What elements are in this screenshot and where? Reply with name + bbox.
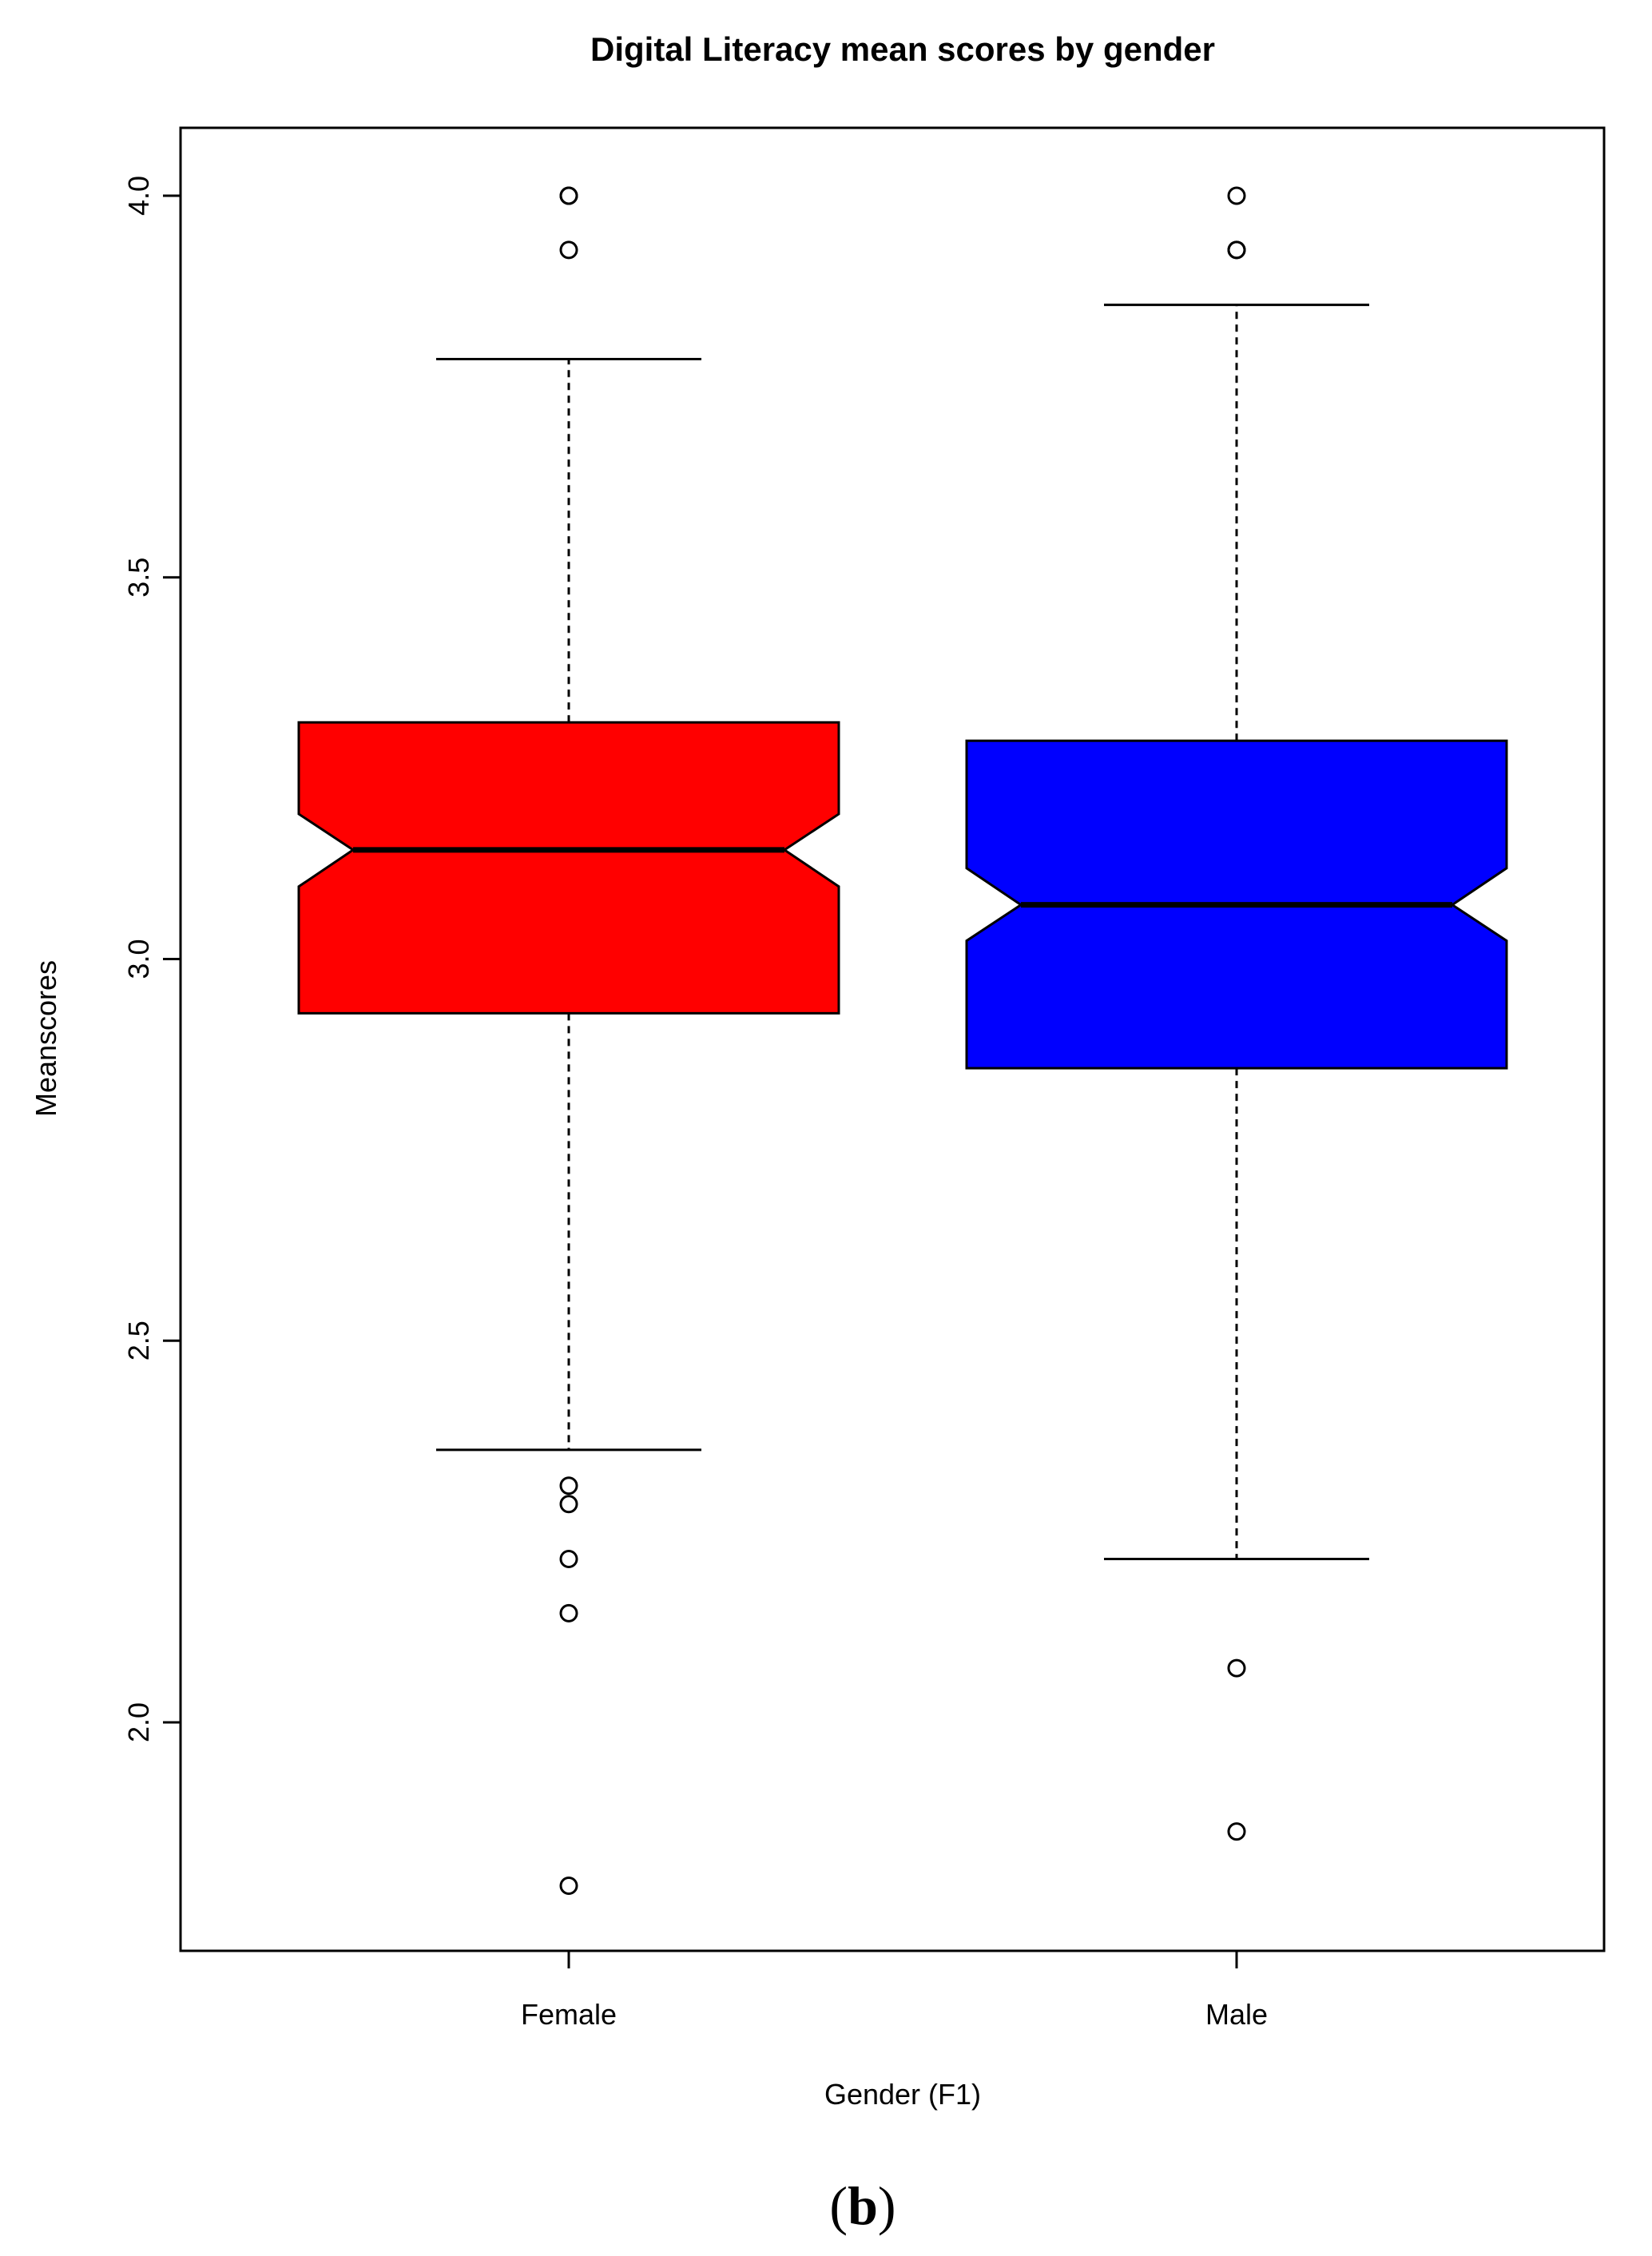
x-tick-label: Female (521, 1998, 617, 2031)
panel-label-open: ( (829, 2175, 848, 2236)
outlier-point (559, 1476, 578, 1495)
outlier-point (559, 1603, 578, 1622)
outlier-point (1227, 1658, 1246, 1678)
panel-label-letter: b (848, 2175, 878, 2236)
outlier-point (559, 1876, 578, 1895)
x-tick-label: Male (1205, 1998, 1268, 2031)
outlier-point (559, 1495, 578, 1514)
x-axis: Female Male (521, 1951, 1268, 2031)
panel-label: (b) (829, 2175, 895, 2236)
y-tick-label: 2.5 (122, 1321, 155, 1360)
x-axis-title: Gender (F1) (824, 2078, 981, 2111)
box-group (965, 186, 1508, 1841)
y-tick-label: 3.0 (122, 939, 155, 979)
outlier-point (1227, 240, 1246, 260)
outlier-point (1227, 186, 1246, 205)
y-tick-label: 4.0 (122, 176, 155, 216)
y-axis-title: Meanscores (30, 960, 62, 1117)
y-tick-label: 2.0 (122, 1702, 155, 1742)
box-group (297, 186, 840, 1895)
y-tick-label: 3.5 (122, 558, 155, 598)
outlier-point (559, 186, 578, 205)
chart-title: Digital Literacy mean scores by gender (590, 30, 1215, 68)
outlier-point (559, 1550, 578, 1569)
outlier-point (559, 240, 578, 260)
outlier-point (1227, 1822, 1246, 1841)
box (297, 721, 840, 1015)
y-axis: 2.0 2.5 3.0 3.5 4.0 (122, 176, 182, 1742)
boxes (297, 186, 1508, 1895)
panel-label-close: ) (878, 2175, 896, 2236)
